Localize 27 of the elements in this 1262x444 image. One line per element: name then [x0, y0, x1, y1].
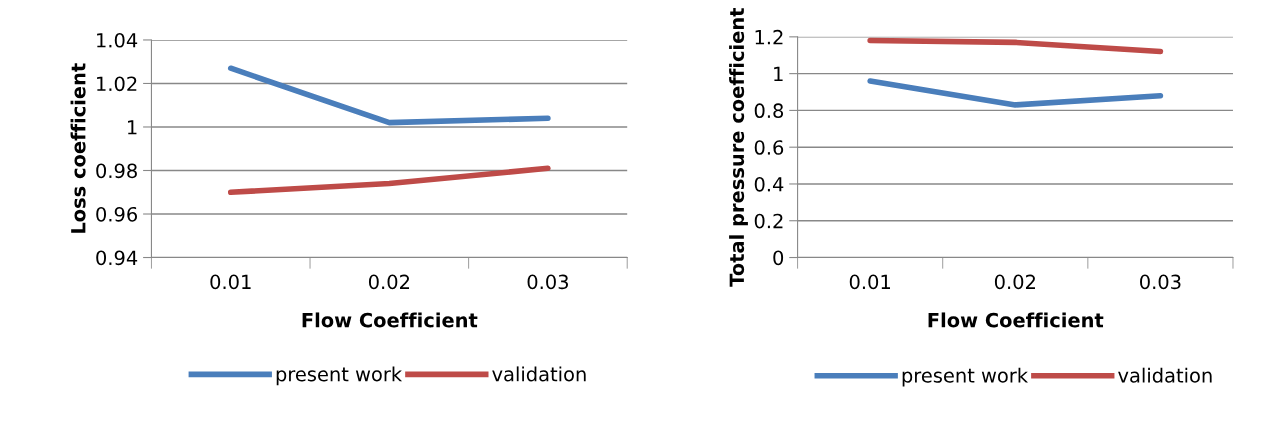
- x-tick-label: 0.01: [849, 274, 890, 290]
- x-axis-title: Flow Coefficient: [302, 312, 478, 328]
- x-tick-label: 0.02: [994, 274, 1035, 290]
- x-axis-title: Flow Coefficient: [928, 312, 1104, 328]
- y-axis-title: Total pressure coefficient: [729, 7, 748, 287]
- y-tick-label: 0.94: [96, 250, 138, 266]
- y-tick-label: 0.2: [754, 213, 783, 229]
- legend-label: present work: [276, 366, 403, 386]
- y-axis-title: Loss coefficient: [70, 63, 86, 233]
- x-tick-label: 0.02: [368, 274, 410, 290]
- y-tick-label: 1.04: [97, 32, 138, 48]
- y-tick-label: 0: [773, 250, 784, 266]
- x-tick-label: 0.01: [210, 274, 251, 290]
- y-tick-label: 0.96: [96, 206, 138, 222]
- y-tick-label: 1.02: [97, 76, 137, 92]
- y-tick-label: 0.4: [754, 176, 784, 192]
- y-tick-label: 1.2: [755, 29, 783, 45]
- y-tick-label: 0.6: [754, 140, 784, 155]
- x-tick-label: 0.03: [1140, 274, 1181, 290]
- y-tick-label: 0.98: [96, 163, 137, 179]
- y-tick-label: 1: [128, 120, 137, 135]
- y-tick-label: 0.8: [754, 103, 784, 119]
- legend-label: validation: [492, 366, 586, 382]
- legend-label: validation: [1118, 367, 1212, 383]
- legend-label: present work: [902, 367, 1029, 387]
- x-tick-label: 0.03: [527, 274, 569, 290]
- y-tick-label: 1: [774, 66, 783, 82]
